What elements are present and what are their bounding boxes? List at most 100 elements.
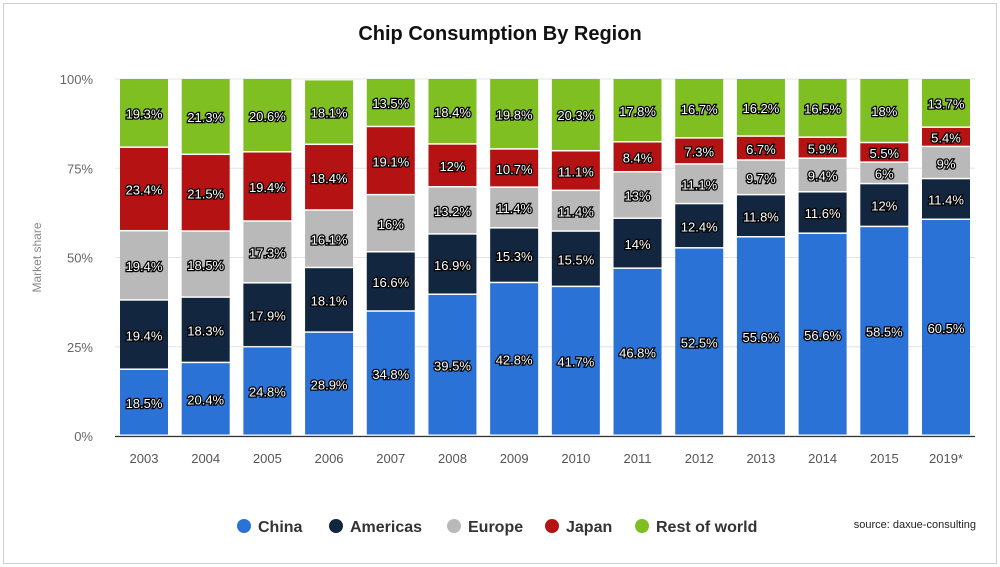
bar-segment-europe (736, 160, 785, 194)
source-note: source: daxue-consulting (853, 519, 976, 531)
bar-segment-americas (490, 228, 539, 282)
bar-segment-japan (675, 138, 724, 164)
bar-segment-china (305, 332, 354, 435)
data-label: 13.7% (928, 96, 965, 111)
data-label: 11.8% (743, 209, 779, 224)
bar-segment-rest-of-world (551, 79, 600, 150)
legend-marker (545, 519, 559, 533)
bar-segment-rest-of-world (181, 79, 230, 154)
y-tick-label: 0% (74, 429, 93, 444)
data-label: 18% (871, 104, 897, 119)
data-label: 19.1% (372, 154, 409, 169)
bar-segment-europe (922, 147, 970, 178)
data-label: 16.1% (311, 232, 348, 247)
bar-segment-rest-of-world (428, 79, 477, 144)
data-label: 11.4% (496, 201, 532, 216)
bar-segment-rest-of-world (366, 79, 415, 126)
data-label: 60.5% (928, 321, 965, 336)
bar-segment-rest-of-world (922, 79, 970, 127)
data-label: 17.9% (249, 309, 286, 324)
data-label: 19.4% (126, 259, 163, 274)
x-tick-label: 2009 (500, 451, 529, 466)
data-label: 13.2% (434, 204, 471, 219)
x-tick-label: 2014 (808, 451, 837, 466)
bar-segment-china (860, 227, 909, 435)
y-tick-label: 50% (67, 251, 93, 266)
bar-segment-japan (798, 137, 847, 158)
data-label: 13.5% (372, 96, 409, 111)
data-label: 34.8% (372, 367, 409, 382)
legend-marker (447, 519, 461, 533)
data-label: 42.8% (496, 353, 533, 368)
data-label: 18.5% (126, 396, 163, 411)
bar-segment-americas (736, 195, 785, 237)
data-label: 11.4% (928, 193, 964, 208)
bar-segment-europe (613, 172, 662, 218)
bar-segment-japan (551, 151, 600, 190)
bar-segment-europe (305, 210, 354, 267)
data-label: 16.6% (372, 275, 409, 290)
data-label: 18.4% (311, 171, 348, 186)
bar-segment-china (613, 268, 662, 435)
bar-segment-americas (120, 300, 168, 369)
bar-segment-europe (551, 191, 600, 231)
bar-segment-china (181, 363, 230, 435)
data-label: 20.4% (187, 393, 224, 408)
bar-segment-americas (428, 234, 477, 294)
data-label: 12.4% (681, 219, 718, 234)
data-label: 11.1% (558, 164, 594, 179)
legend-label: China (258, 519, 303, 536)
data-label: 39.5% (434, 358, 471, 373)
legend-marker (329, 519, 343, 533)
data-label: 12% (871, 199, 897, 214)
data-label: 17.3% (249, 246, 286, 261)
bar-segment-china (736, 237, 785, 435)
bar-segment-china (490, 283, 539, 435)
bar-segment-japan (181, 155, 230, 231)
bar-segment-europe (675, 164, 724, 203)
data-label: 17.8% (619, 104, 656, 119)
bar-segment-china (922, 220, 970, 435)
x-tick-label: 2004 (191, 451, 220, 466)
bar-segment-japan (243, 152, 292, 221)
bar-segment-americas (860, 184, 909, 226)
data-label: 19.4% (249, 180, 286, 195)
bar-segment-japan (305, 145, 354, 210)
bar-segment-rest-of-world (305, 80, 354, 144)
bar-segment-japan (922, 127, 970, 146)
data-label: 41.7% (557, 355, 594, 370)
bar-segment-americas (181, 297, 230, 362)
legend-marker (635, 519, 649, 533)
bar-segment-china (675, 248, 724, 435)
data-label: 7.3% (684, 145, 714, 160)
data-label: 28.9% (311, 377, 348, 392)
data-label: 16.9% (434, 258, 471, 273)
data-label: 23.4% (126, 183, 163, 198)
bar-segment-japan (366, 127, 415, 194)
data-label: 13% (625, 189, 651, 204)
bar-segment-rest-of-world (120, 79, 168, 147)
x-tick-label: 2015 (870, 451, 899, 466)
bar-segment-americas (798, 192, 847, 233)
x-tick-label: 2011 (624, 451, 652, 466)
data-label: 5.5% (869, 146, 899, 161)
bar-segment-americas (551, 231, 600, 286)
bar-segment-japan (860, 143, 909, 162)
x-tick-label: 2003 (130, 451, 159, 466)
data-label: 9.4% (808, 169, 838, 184)
bar-segment-europe (120, 231, 168, 300)
bar-segment-europe (243, 221, 292, 283)
data-label: 19.3% (126, 106, 163, 121)
bar-segment-rest-of-world (613, 79, 662, 142)
bar-segment-americas (243, 283, 292, 346)
data-label: 16.2% (742, 101, 779, 116)
data-label: 19.8% (496, 107, 533, 122)
data-label: 19.4% (126, 328, 163, 343)
data-label: 18.5% (187, 258, 224, 273)
bar-segment-japan (120, 147, 168, 230)
data-label: 20.6% (249, 109, 286, 124)
data-label: 46.8% (619, 345, 656, 360)
data-label: 15.3% (496, 249, 533, 264)
data-label: 24.8% (249, 385, 286, 400)
